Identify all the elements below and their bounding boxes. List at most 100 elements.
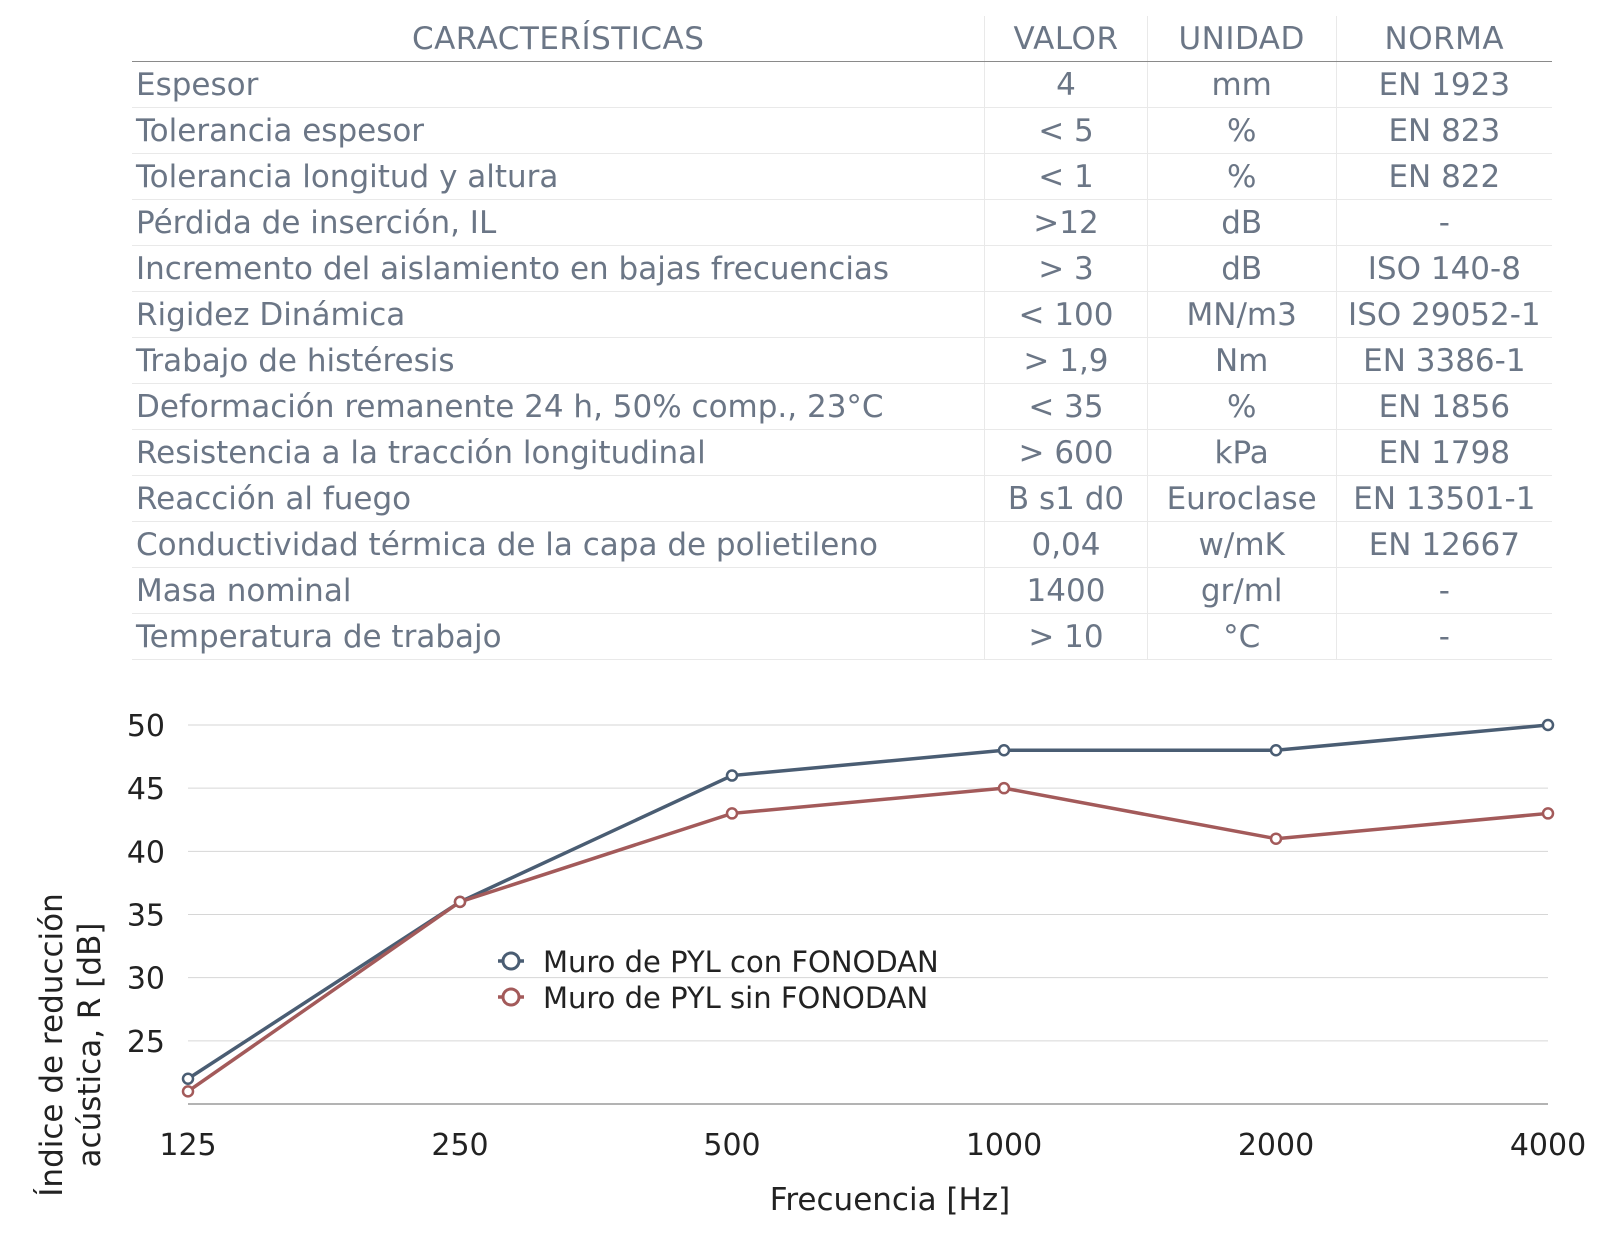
y-tick-label: 25 [127,1025,165,1060]
x-tick-label: 125 [159,1128,216,1163]
cell-valor: B s1 d0 [984,475,1148,522]
series-1-point [181,1072,195,1085]
cell-caracteristica: Tolerancia longitud y altura [132,153,985,200]
cell-valor: < 100 [984,291,1148,338]
cell-caracteristica: Trabajo de histéresis [132,337,985,384]
y-axis-label-line-2: acústica, R [dB] [72,923,108,1168]
cell-norma: EN 13501-1 [1335,475,1552,522]
series-line-2 [186,786,1549,1093]
y-tick-label: 35 [127,899,165,934]
series-1-point [1541,718,1555,732]
cell-caracteristica: Resistencia a la tracción longitudinal [132,429,985,476]
cell-norma: EN 12667 [1335,521,1552,568]
x-axis-label: Frecuencia [Hz] [770,1182,1010,1218]
y-tick-label: 40 [127,835,165,870]
y-axis-label: Índice de reducción acústica, R [dB] [34,893,108,1196]
y-tick-label: 45 [127,772,165,807]
series-1-point [725,769,739,782]
cell-caracteristica: Masa nominal [132,567,985,614]
cell-valor: < 35 [984,383,1148,430]
cell-norma: EN 823 [1335,107,1552,154]
table-row: Incremento del aislamiento en bajas frec… [132,245,1552,292]
cell-valor: 4 [984,61,1148,108]
legend-marker [501,987,521,1007]
series-lines [186,723,1549,1093]
cell-valor: > 600 [984,429,1148,476]
cell-caracteristica: Incremento del aislamiento en bajas frec… [132,245,985,292]
header-caracteristicas: CARACTERÍSTICAS [132,16,985,62]
cell-caracteristica: Espesor [132,61,985,108]
cell-caracteristica: Reacción al fuego [132,475,985,522]
series-2-point [1541,807,1555,820]
series-2-point [997,781,1011,795]
series-2-point [1269,832,1283,845]
cell-unidad: dB [1146,199,1337,246]
cell-norma: EN 1923 [1335,61,1552,108]
table-row: Reacción al fuego B s1 d0 Euroclase EN 1350… [132,475,1552,522]
cell-caracteristica: Deformación remanente 24 h, 50% comp., 2… [132,383,985,430]
cell-unidad: % [1146,153,1337,200]
header-unidad: UNIDAD [1146,16,1337,62]
cell-valor: < 1 [984,153,1148,200]
cell-valor: > 1,9 [984,337,1148,384]
series-2-point [181,1085,195,1098]
series-points [181,718,1555,1098]
legend-label: Muro de PYL sin FONODAN [543,981,928,1015]
series-1-point [997,744,1011,757]
cell-caracteristica: Tolerancia espesor [132,107,985,154]
y-tick-labels: 25 30 35 40 45 50 [127,709,165,1060]
cell-norma: ISO 140-8 [1335,245,1552,292]
cell-norma: - [1335,613,1552,660]
cell-valor: > 3 [984,245,1148,292]
y-tick-label: 30 [127,962,165,997]
cell-norma: EN 822 [1335,153,1552,200]
table-header-row: CARACTERÍSTICAS VALOR UNIDAD NORMA [132,16,1552,62]
cell-unidad: Euroclase [1146,475,1337,522]
cell-norma: - [1335,199,1552,246]
y-tick-label: 50 [127,709,165,744]
cell-unidad: w/mK [1146,521,1337,568]
x-tick-label: 1000 [966,1128,1042,1163]
cell-caracteristica: Rigidez Dinámica [132,291,985,338]
series-2-point [725,807,739,820]
cell-norma: - [1335,567,1552,614]
table-row: Tolerancia espesor < 5% EN 823 [132,107,1552,154]
table-row: Tolerancia longitud y altura < 1% EN 822 [132,153,1552,200]
header-valor: VALOR [984,16,1148,62]
header-norma: NORMA [1335,16,1552,62]
cell-unidad: gr/ml [1146,567,1337,614]
series-2-point [453,895,467,909]
legend-label: Muro de PYL con FONODAN [543,945,939,979]
cell-caracteristica: Conductividad térmica de la capa de poli… [132,521,985,568]
cell-unidad: % [1146,107,1337,154]
x-tick-label: 500 [703,1128,760,1163]
series-1-point [1269,744,1283,757]
cell-caracteristica: Temperatura de trabajo [132,613,985,660]
x-tick-labels: 125 250 500 1000 2000 4000 [159,1128,1586,1163]
cell-unidad: mm [1146,61,1337,108]
table-row: Trabajo de histéresis > 1,9 Nm EN 3386-1 [132,337,1552,384]
acoustic-chart: 25 30 35 40 45 50 125 250 500 1000 2000 4000 Muro … [34,709,1586,1218]
x-tick-label: 250 [431,1128,488,1163]
cell-unidad: Nm [1146,337,1337,384]
table-row: Resistencia a la tracción longitudinal > … [132,429,1552,476]
chart-grid [188,724,1548,1105]
cell-valor: < 5 [984,107,1148,154]
legend-marker [501,951,521,971]
table-row: Pérdida de inserción, IL >12 dB - [132,199,1552,246]
specs-table: CARACTERÍSTICAS VALOR UNIDAD NORMA Espes… [132,16,1552,660]
cell-norma: EN 1856 [1335,383,1552,430]
table-body: Espesor 4 mm EN 1923 Tolerancia espesor < 5% E… [132,61,1552,660]
cell-caracteristica: Pérdida de inserción, IL [132,199,985,246]
cell-unidad: dB [1146,245,1337,292]
series-line-1 [187,723,1549,1081]
table-row: Conductividad térmica de la capa de poli… [132,521,1552,568]
table-row: Rigidez Dinámica < 100 MN/m3 ISO 29052-1 [132,291,1552,338]
cell-unidad: °C [1146,613,1337,660]
table-row: Deformación remanente 24 h, 50% comp., 2… [132,383,1552,430]
cell-valor: 0,04 [984,521,1148,568]
cell-norma: EN 1798 [1335,429,1552,476]
cell-norma: ISO 29052-1 [1335,291,1552,338]
cell-norma: EN 3386-1 [1335,337,1552,384]
